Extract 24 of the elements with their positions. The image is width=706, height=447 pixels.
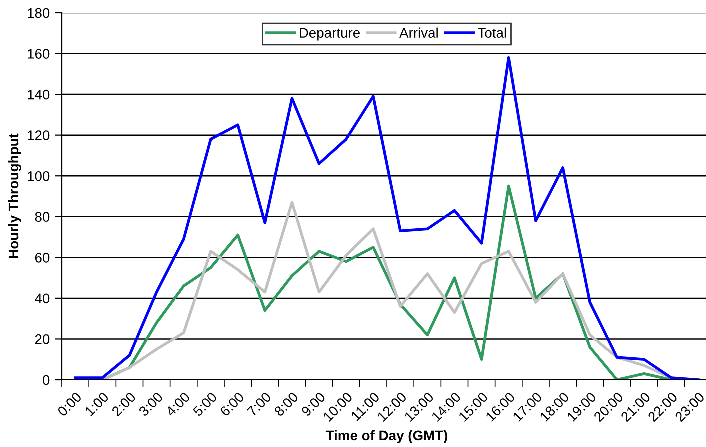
x-tick-label: 4:00 [165,392,191,418]
x-tick-label: 3:00 [138,392,164,418]
y-tick-label: 80 [35,212,50,222]
y-tick-label: 180 [28,8,50,18]
x-tick-label: 1:00 [84,392,110,417]
x-tick-label: 8:00 [274,392,300,418]
legend-label: Departure [300,28,360,41]
legend-label: Total [478,28,506,38]
x-tick-label: 6:00 [220,392,245,417]
y-tick-label: 0 [43,375,50,386]
line-series [74,56,700,380]
y-tick-label: 40 [35,294,50,304]
y-tick-label: 60 [35,253,50,263]
x-axis-title: Time of Day (GMT) [326,430,448,444]
y-tick-label: 120 [28,130,50,141]
x-tick-label: 7:00 [246,392,272,417]
y-tick-label: 140 [28,90,50,100]
y-tick-label: 160 [28,49,50,59]
y-axis-title: Hourly Throughput [8,134,22,258]
x-tick-label: 0:00 [57,392,82,418]
y-tick-label: 100 [28,171,50,182]
x-tick-label: 5:00 [192,392,218,418]
legend-label: Arrival [400,28,438,38]
y-tick-label: 20 [35,334,50,344]
